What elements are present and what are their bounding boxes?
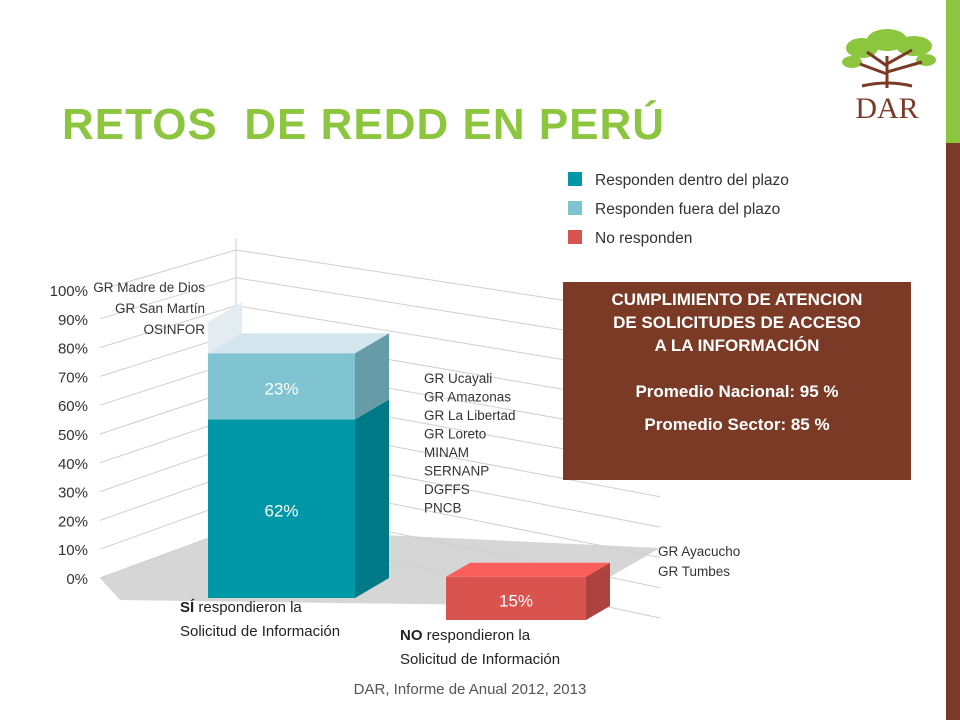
- y-tick-label: 100%: [50, 283, 88, 300]
- x-category-label: Solicitud de Información: [400, 651, 560, 668]
- info-box-heading-1: CUMPLIMIENTO DE ATENCION: [611, 290, 863, 309]
- info-box-heading-3: A LA INFORMACIÓN: [654, 336, 820, 355]
- annotation-entity: GR Madre de Dios: [93, 280, 205, 295]
- national-average: Promedio Nacional: 95 %: [635, 382, 839, 401]
- annotation-entity: GR Tumbes: [658, 564, 730, 579]
- annotation-entity: GR La Libertad: [424, 408, 516, 423]
- annotation-entity: MINAM: [424, 445, 469, 460]
- bar-si-dentro-front: [208, 419, 355, 598]
- y-tick-label: 40%: [58, 456, 88, 473]
- gridline: [99, 277, 237, 320]
- legend-entry: No responden: [595, 230, 692, 247]
- legend-swatch: [568, 172, 582, 186]
- legend-swatch: [568, 230, 582, 244]
- bar-si-top: [208, 333, 389, 354]
- data-label: 62%: [264, 502, 298, 521]
- y-tick-label: 0%: [66, 571, 88, 588]
- info-box: CUMPLIMIENTO DE ATENCION DE SOLICITUDES …: [563, 282, 911, 480]
- source-citation: DAR, Informe de Anual 2012, 2013: [353, 681, 587, 698]
- info-box-heading-2: DE SOLICITUDES DE ACCESO: [613, 313, 861, 332]
- tree-trunk-icon: [859, 48, 923, 88]
- bar-no-front: [446, 576, 586, 620]
- gridline: [99, 305, 237, 349]
- y-tick-label: 90%: [58, 312, 88, 329]
- gridline: [99, 249, 237, 291]
- sector-average: Promedio Sector: 85 %: [644, 415, 830, 434]
- x-category-label: Solicitud de Información: [180, 623, 340, 640]
- annotation-entity: GR San Martín: [115, 301, 205, 316]
- y-tick-label: 50%: [58, 427, 88, 444]
- y-tick-label: 80%: [58, 341, 88, 358]
- side-accent-green: [946, 0, 960, 143]
- annotation-entity: OSINFOR: [143, 322, 205, 337]
- slide-title: RETOS DE REDD EN PERÚ: [62, 100, 666, 149]
- dar-logo: DAR: [842, 29, 936, 125]
- side-accent-brown: [946, 143, 960, 720]
- data-label: 15%: [499, 591, 533, 610]
- bar-si-fuera-side: [355, 333, 389, 420]
- legend-swatch: [568, 201, 582, 215]
- y-tick-label: 70%: [58, 369, 88, 386]
- bar-no-top: [446, 562, 610, 577]
- x-category-label: NO respondieron la: [400, 627, 531, 644]
- y-tick-label: 20%: [58, 513, 88, 530]
- x-category-label: SÍ respondieron la: [180, 599, 302, 616]
- bar-si-fuera-front: [208, 353, 355, 420]
- data-label: 23%: [264, 379, 298, 398]
- legend-entry: Responden dentro del plazo: [595, 172, 789, 189]
- bar-si-cap: [208, 302, 242, 354]
- annotation-entity: GR Ucayali: [424, 371, 492, 386]
- tree-icon: [842, 29, 936, 68]
- y-tick-label: 10%: [58, 542, 88, 559]
- bar-no-side: [586, 562, 610, 620]
- annotation-entity: GR Ayacucho: [658, 544, 740, 559]
- y-tick-label: 60%: [58, 398, 88, 415]
- annotation-entity: GR Loreto: [424, 427, 486, 442]
- animal-icon: [861, 81, 913, 88]
- annotation-entity: DGFFS: [424, 482, 470, 497]
- bar-chart: 0% 10% 20% 30% 40% 50% 60% 70% 80% 90% 100% 62% 23% 1…: [50, 172, 789, 668]
- logo-text: DAR: [855, 92, 918, 125]
- annotation-entity: PNCB: [424, 501, 462, 516]
- annotation-entity: SERNANP: [424, 464, 489, 479]
- bar-si-dentro-side: [355, 399, 389, 598]
- y-tick-label: 30%: [58, 485, 88, 502]
- annotation-entity: GR Amazonas: [424, 390, 511, 405]
- legend-entry: Responden fuera del plazo: [595, 201, 780, 218]
